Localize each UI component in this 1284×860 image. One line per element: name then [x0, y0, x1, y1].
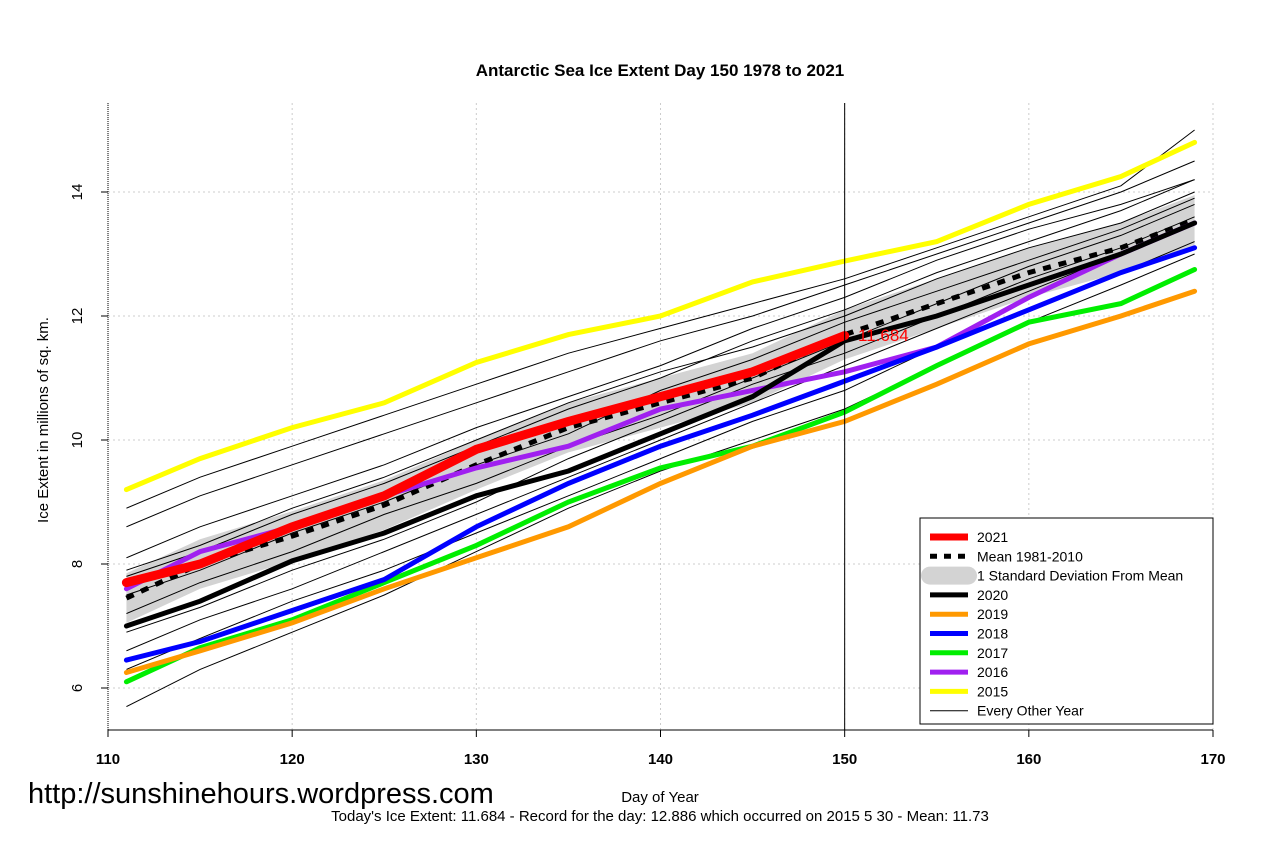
- other-year-line: [126, 179, 1195, 577]
- chart-title: Antarctic Sea Ice Extent Day 150 1978 to…: [476, 61, 845, 80]
- legend-label: 2019: [977, 606, 1008, 622]
- legend: 2021 Mean 1981-2010 1 Standard Deviation F…: [919, 517, 1214, 725]
- x-tick-label: 110: [96, 751, 120, 768]
- y-tick-label: 12: [69, 308, 86, 325]
- x-tick-label: 160: [1016, 751, 1041, 768]
- series-line-2015: [123, 139, 1198, 493]
- series-line-2020: [123, 220, 1198, 629]
- mean-line: [125, 217, 1196, 601]
- x-tick-label: 170: [1200, 751, 1225, 768]
- legend-label: 2016: [977, 664, 1008, 680]
- x-tick-label: 150: [832, 751, 857, 768]
- legend-label: Every Other Year: [977, 703, 1084, 719]
- legend-box: [919, 517, 1214, 725]
- y-tick-label: 6: [69, 684, 86, 692]
- x-tick-label: 140: [648, 751, 673, 768]
- other-year-line: [126, 179, 1195, 559]
- watermark: http://sunshinehours.wordpress.com: [28, 778, 494, 810]
- y-tick-label: 10: [69, 432, 86, 449]
- other-year-line: [126, 191, 1195, 571]
- x-axis-label: Day of Year: [621, 789, 699, 806]
- other-year-line: [126, 222, 1195, 652]
- other-year-line: [126, 197, 1195, 596]
- other-year-line: [126, 160, 1195, 528]
- other-year-line: [126, 216, 1195, 633]
- legend-label: Mean 1981-2010: [977, 548, 1083, 564]
- legend-label: 2020: [977, 587, 1008, 603]
- legend-label: 2018: [977, 626, 1008, 642]
- x-tick-label: 120: [280, 751, 305, 768]
- legend-label: 2015: [977, 683, 1008, 699]
- series-line-2019: [123, 288, 1198, 675]
- y-axis-label: Ice Extent in millions of sq. km.: [35, 317, 52, 523]
- legend-label: 2017: [977, 645, 1008, 661]
- legend-label: 2021: [977, 529, 1008, 545]
- series-line-2021: [121, 331, 850, 588]
- x-tick-label: 130: [464, 751, 489, 768]
- series-line-2018: [123, 245, 1198, 663]
- y-tick-label: 14: [69, 184, 86, 201]
- legend-label: 1 Standard Deviation From Mean: [977, 568, 1183, 584]
- summary-text: Today's Ice Extent: 11.684 - Record for …: [331, 808, 989, 825]
- series-line-2017: [123, 267, 1198, 685]
- y-tick-label: 8: [69, 560, 86, 568]
- other-year-line: [126, 203, 1195, 615]
- annotation-label: 11.684: [858, 326, 909, 345]
- other-year-line: [126, 129, 1195, 509]
